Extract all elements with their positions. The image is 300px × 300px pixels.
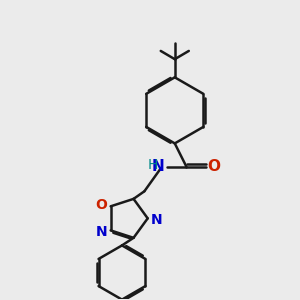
- Text: H: H: [148, 158, 158, 172]
- Text: O: O: [208, 159, 220, 174]
- Text: N: N: [152, 159, 164, 174]
- Text: O: O: [95, 198, 107, 212]
- Text: N: N: [96, 225, 107, 239]
- Text: N: N: [151, 213, 163, 227]
